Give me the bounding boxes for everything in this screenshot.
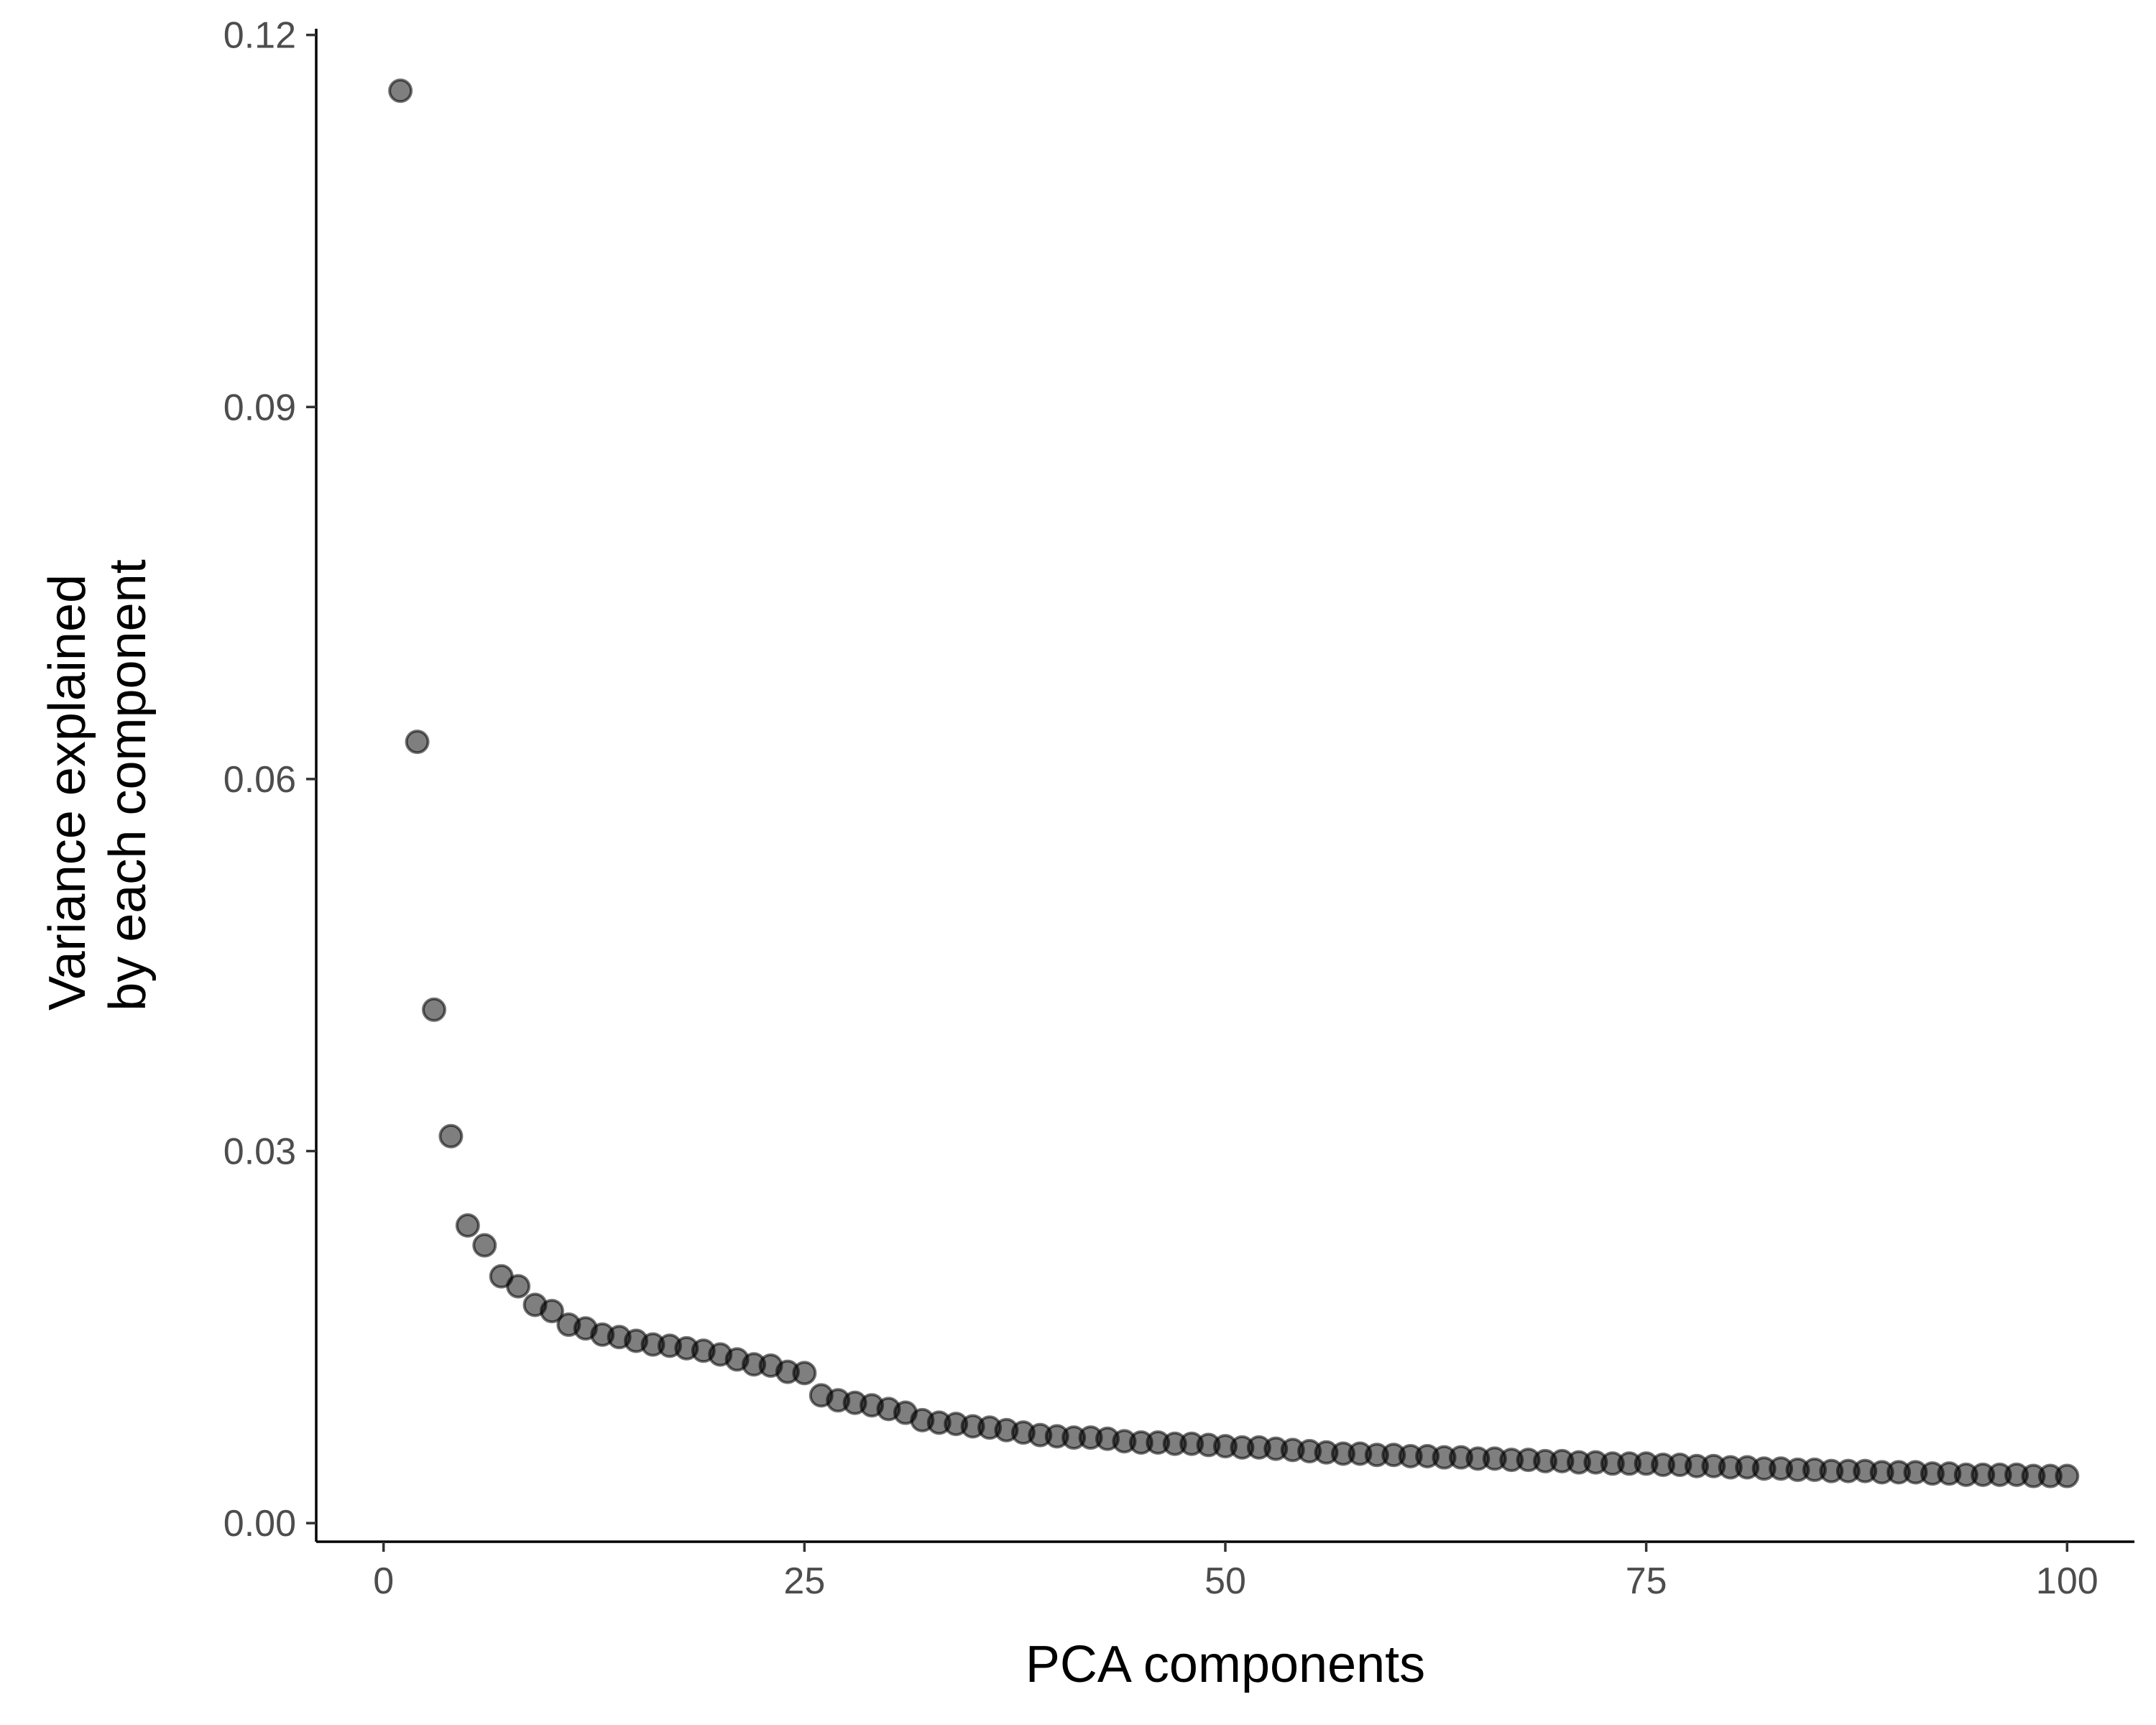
y-tick-label: 0.12 [224, 15, 296, 57]
data-point [506, 1274, 531, 1299]
x-tick-label: 75 [1626, 1560, 1667, 1602]
y-axis-title: Variance explained by each component [39, 559, 157, 1011]
y-axis-title-line-1: Variance explained [39, 574, 96, 1011]
y-tick-label: 0.09 [224, 387, 296, 428]
data-point [388, 78, 413, 104]
y-ticks-layer: 0.00 0.03 0.06 0.09 0.12 [224, 15, 316, 1545]
data-point [472, 1233, 497, 1258]
x-tick-label: 100 [2036, 1560, 2099, 1602]
y-tick-label: 0.00 [224, 1503, 296, 1545]
y-tick-label: 0.06 [224, 759, 296, 801]
y-tick-label: 0.03 [224, 1131, 296, 1172]
data-point [792, 1361, 817, 1386]
data-point [2055, 1463, 2080, 1489]
x-ticks-layer: 0 25 50 75 100 [373, 1542, 2099, 1602]
data-point [455, 1213, 480, 1238]
data-point [405, 730, 430, 755]
data-point [438, 1123, 464, 1149]
data-point [421, 997, 446, 1022]
points-layer [388, 78, 2080, 1489]
x-axis-title: PCA components [1026, 1636, 1425, 1693]
x-tick-label: 50 [1204, 1560, 1246, 1602]
data-point [539, 1299, 564, 1324]
y-axis-title-line-2: by each component [99, 559, 157, 1011]
x-tick-label: 25 [783, 1560, 825, 1602]
x-tick-label: 0 [373, 1560, 394, 1602]
